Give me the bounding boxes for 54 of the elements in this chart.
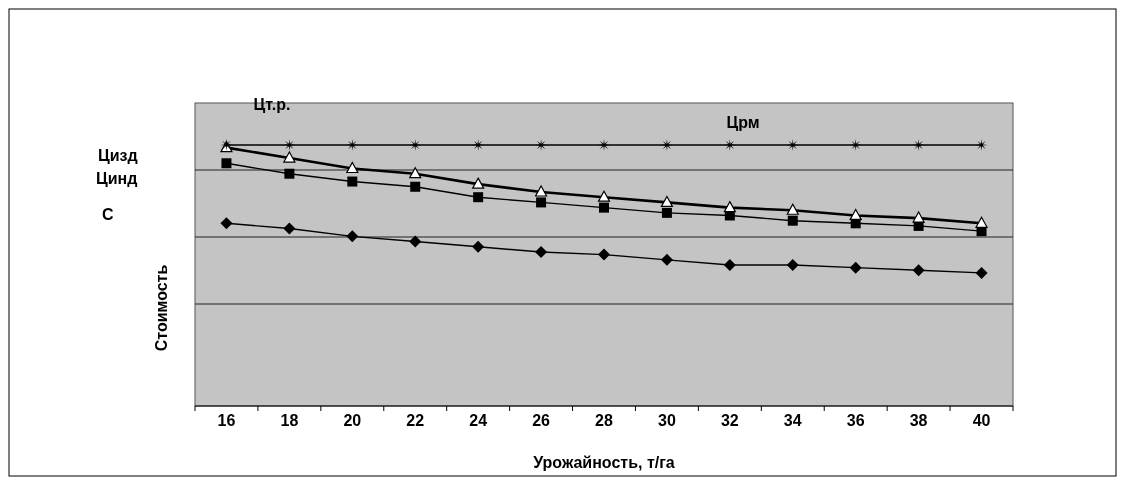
point <box>786 259 799 272</box>
point <box>787 215 798 226</box>
point <box>661 207 672 218</box>
x-tick-label: 38 <box>909 412 928 429</box>
point <box>849 208 862 221</box>
y-axis-title: Стоимость <box>153 264 170 352</box>
point <box>912 264 925 277</box>
text: Цт.р. <box>253 96 291 113</box>
point <box>660 195 674 208</box>
x-tick-label: 24 <box>469 412 488 429</box>
point <box>598 248 610 261</box>
x-tick-label: 30 <box>658 412 676 429</box>
point <box>975 266 988 279</box>
point <box>536 197 547 208</box>
point <box>723 259 736 272</box>
point <box>472 240 485 253</box>
point <box>409 167 422 179</box>
point <box>472 177 485 189</box>
x-tick-label: 40 <box>972 412 991 429</box>
point <box>221 158 232 169</box>
point <box>346 161 359 174</box>
x-tick-label: 26 <box>532 412 551 429</box>
x-tick-label: 36 <box>846 412 865 429</box>
point <box>283 222 296 235</box>
point <box>283 151 296 163</box>
point <box>975 216 988 228</box>
x-tick-label: 16 <box>217 412 236 429</box>
point <box>786 203 799 215</box>
point <box>410 181 421 192</box>
point <box>723 201 736 213</box>
point <box>347 176 358 187</box>
text: Цинд <box>96 170 138 187</box>
point <box>535 246 548 259</box>
point <box>284 168 295 179</box>
x-tick-label: 22 <box>406 412 425 429</box>
x-tick-label: 28 <box>595 412 613 429</box>
text: Цизд <box>98 147 138 164</box>
point <box>597 190 611 202</box>
point <box>409 235 422 248</box>
point <box>473 192 484 203</box>
point <box>534 185 548 197</box>
point <box>912 211 925 223</box>
text: Црм <box>726 114 760 131</box>
point <box>220 217 233 230</box>
x-tick-label: 20 <box>343 412 362 429</box>
x-tick-label: 34 <box>783 412 802 429</box>
text: С <box>102 206 114 223</box>
point <box>346 230 359 243</box>
x-axis-title: Урожайность, т/га <box>533 454 675 471</box>
point <box>599 202 609 213</box>
x-tick-label: 18 <box>280 412 299 429</box>
point <box>849 261 862 274</box>
point <box>660 253 673 266</box>
x-tick-label: 32 <box>720 412 739 429</box>
